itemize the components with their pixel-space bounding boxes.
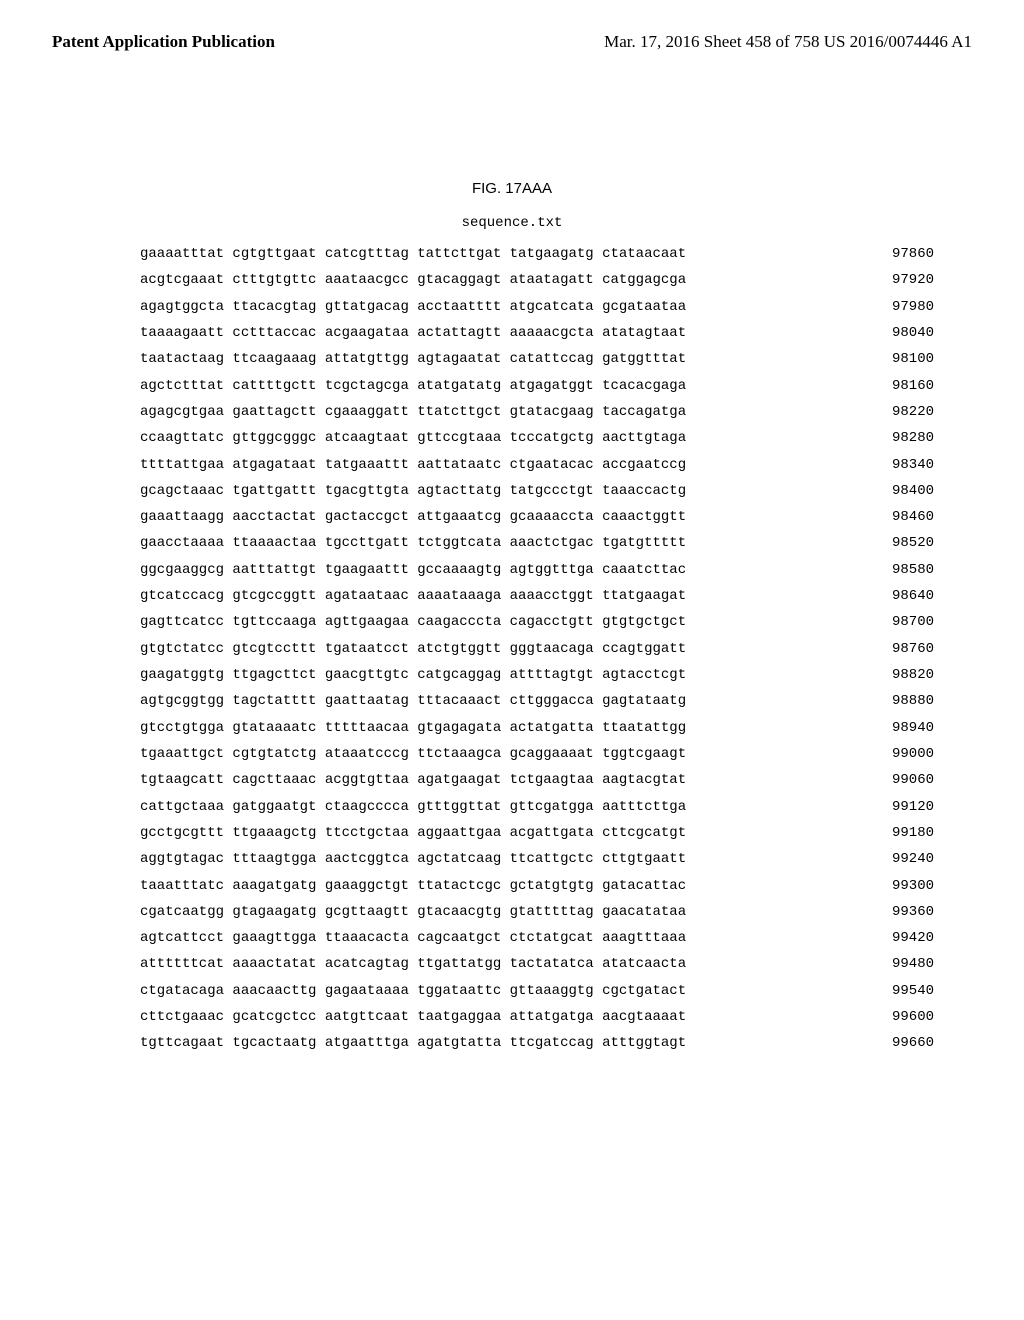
header-right: Mar. 17, 2016 Sheet 458 of 758 US 2016/0… — [604, 32, 972, 52]
sequence-position: 98220 — [686, 399, 934, 425]
sequence-row: agagtggcta ttacacgtag gttatgacag acctaat… — [140, 294, 934, 320]
sequence-position: 99660 — [686, 1030, 934, 1056]
sequence-row: gtcctgtgga gtataaaatc tttttaacaa gtgagag… — [140, 715, 934, 741]
sequence-position: 99300 — [686, 873, 934, 899]
sequence-block: gaaaatttat cgtgttgaat catcgtttag tattctt… — [0, 241, 1024, 1057]
sequence-row: gcagctaaac tgattgattt tgacgttgta agtactt… — [140, 478, 934, 504]
sequence-position: 98760 — [686, 636, 934, 662]
sequence-row: agtcattcct gaaagttgga ttaaacacta cagcaat… — [140, 925, 934, 951]
sequence-position: 98460 — [686, 504, 934, 530]
sequence-row: tgaaattgct cgtgtatctg ataaatcccg ttctaaa… — [140, 741, 934, 767]
sequence-row: acgtcgaaat ctttgtgttc aaataacgcc gtacagg… — [140, 267, 934, 293]
sequence-row: ggcgaaggcg aatttattgt tgaagaattt gccaaaa… — [140, 557, 934, 583]
sequence-row: ctgatacaga aaacaacttg gagaataaaa tggataa… — [140, 978, 934, 1004]
sequence-groups: gcagctaaac tgattgattt tgacgttgta agtactt… — [140, 478, 686, 504]
sequence-position: 99000 — [686, 741, 934, 767]
sequence-position: 99180 — [686, 820, 934, 846]
sequence-position: 98700 — [686, 609, 934, 635]
sequence-groups: gaagatggtg ttgagcttct gaacgttgtc catgcag… — [140, 662, 686, 688]
sequence-groups: taaatttatc aaagatgatg gaaaggctgt ttatact… — [140, 873, 686, 899]
sequence-groups: attttttcat aaaactatat acatcagtag ttgatta… — [140, 951, 686, 977]
sequence-row: gagttcatcc tgttccaaga agttgaagaa caagacc… — [140, 609, 934, 635]
sequence-row: taatactaag ttcaagaaag attatgttgg agtagaa… — [140, 346, 934, 372]
sequence-groups: tgttcagaat tgcactaatg atgaatttga agatgta… — [140, 1030, 686, 1056]
sequence-row: aggtgtagac tttaagtgga aactcggtca agctatc… — [140, 846, 934, 872]
page-header: Patent Application Publication Mar. 17, … — [0, 0, 1024, 52]
sequence-position: 98820 — [686, 662, 934, 688]
sequence-row: gaagatggtg ttgagcttct gaacgttgtc catgcag… — [140, 662, 934, 688]
sequence-position: 98640 — [686, 583, 934, 609]
sequence-row: gaacctaaaa ttaaaactaa tgccttgatt tctggtc… — [140, 530, 934, 556]
sequence-groups: ccaagttatc gttggcgggc atcaagtaat gttccgt… — [140, 425, 686, 451]
sequence-groups: taatactaag ttcaagaaag attatgttgg agtagaa… — [140, 346, 686, 372]
sequence-groups: gaacctaaaa ttaaaactaa tgccttgatt tctggtc… — [140, 530, 686, 556]
sequence-row: taaatttatc aaagatgatg gaaaggctgt ttatact… — [140, 873, 934, 899]
sequence-position: 99540 — [686, 978, 934, 1004]
sequence-position: 97980 — [686, 294, 934, 320]
sequence-position: 98040 — [686, 320, 934, 346]
header-left: Patent Application Publication — [52, 32, 275, 52]
sequence-groups: tgtaagcatt cagcttaaac acggtgttaa agatgaa… — [140, 767, 686, 793]
sequence-groups: gtgtctatcc gtcgtccttt tgataatcct atctgtg… — [140, 636, 686, 662]
sequence-groups: agagtggcta ttacacgtag gttatgacag acctaat… — [140, 294, 686, 320]
sequence-groups: gagttcatcc tgttccaaga agttgaagaa caagacc… — [140, 609, 686, 635]
sequence-row: ttttattgaa atgagataat tatgaaattt aattata… — [140, 452, 934, 478]
sequence-row: taaaagaatt cctttaccac acgaagataa actatta… — [140, 320, 934, 346]
sequence-position: 98160 — [686, 373, 934, 399]
sequence-position: 98280 — [686, 425, 934, 451]
sequence-row: agagcgtgaa gaattagctt cgaaaggatt ttatctt… — [140, 399, 934, 425]
sequence-groups: tgaaattgct cgtgtatctg ataaatcccg ttctaaa… — [140, 741, 686, 767]
sequence-row: ccaagttatc gttggcgggc atcaagtaat gttccgt… — [140, 425, 934, 451]
sequence-groups: acgtcgaaat ctttgtgttc aaataacgcc gtacagg… — [140, 267, 686, 293]
sequence-position: 98940 — [686, 715, 934, 741]
sequence-position: 99420 — [686, 925, 934, 951]
sequence-row: attttttcat aaaactatat acatcagtag ttgatta… — [140, 951, 934, 977]
sequence-groups: agagcgtgaa gaattagctt cgaaaggatt ttatctt… — [140, 399, 686, 425]
sequence-row: tgtaagcatt cagcttaaac acggtgttaa agatgaa… — [140, 767, 934, 793]
sequence-row: cgatcaatgg gtagaagatg gcgttaagtt gtacaac… — [140, 899, 934, 925]
sequence-position: 99120 — [686, 794, 934, 820]
sequence-groups: ttttattgaa atgagataat tatgaaattt aattata… — [140, 452, 686, 478]
sequence-label: sequence.txt — [0, 215, 1024, 231]
sequence-row: gcctgcgttt ttgaaagctg ttcctgctaa aggaatt… — [140, 820, 934, 846]
sequence-row: gtcatccacg gtcgccggtt agataataac aaaataa… — [140, 583, 934, 609]
sequence-groups: gaaaatttat cgtgttgaat catcgtttag tattctt… — [140, 241, 686, 267]
sequence-row: gaaaatttat cgtgttgaat catcgtttag tattctt… — [140, 241, 934, 267]
sequence-groups: agtgcggtgg tagctatttt gaattaatag tttacaa… — [140, 688, 686, 714]
sequence-row: tgttcagaat tgcactaatg atgaatttga agatgta… — [140, 1030, 934, 1056]
sequence-groups: agtcattcct gaaagttgga ttaaacacta cagcaat… — [140, 925, 686, 951]
sequence-groups: gtcctgtgga gtataaaatc tttttaacaa gtgagag… — [140, 715, 686, 741]
sequence-groups: agctctttat cattttgctt tcgctagcga atatgat… — [140, 373, 686, 399]
sequence-groups: cattgctaaa gatggaatgt ctaagcccca gtttggt… — [140, 794, 686, 820]
sequence-groups: gcctgcgttt ttgaaagctg ttcctgctaa aggaatt… — [140, 820, 686, 846]
sequence-groups: gaaattaagg aacctactat gactaccgct attgaaa… — [140, 504, 686, 530]
sequence-row: gaaattaagg aacctactat gactaccgct attgaaa… — [140, 504, 934, 530]
sequence-position: 99060 — [686, 767, 934, 793]
sequence-position: 98400 — [686, 478, 934, 504]
sequence-row: gtgtctatcc gtcgtccttt tgataatcct atctgtg… — [140, 636, 934, 662]
sequence-groups: aggtgtagac tttaagtgga aactcggtca agctatc… — [140, 846, 686, 872]
sequence-groups: cttctgaaac gcatcgctcc aatgttcaat taatgag… — [140, 1004, 686, 1030]
sequence-groups: ggcgaaggcg aatttattgt tgaagaattt gccaaaa… — [140, 557, 686, 583]
sequence-position: 99360 — [686, 899, 934, 925]
sequence-position: 97860 — [686, 241, 934, 267]
sequence-row: cttctgaaac gcatcgctcc aatgttcaat taatgag… — [140, 1004, 934, 1030]
sequence-position: 98580 — [686, 557, 934, 583]
sequence-position: 99240 — [686, 846, 934, 872]
sequence-position: 99480 — [686, 951, 934, 977]
sequence-position: 98100 — [686, 346, 934, 372]
sequence-groups: ctgatacaga aaacaacttg gagaataaaa tggataa… — [140, 978, 686, 1004]
sequence-position: 98340 — [686, 452, 934, 478]
sequence-row: agtgcggtgg tagctatttt gaattaatag tttacaa… — [140, 688, 934, 714]
figure-title: FIG. 17AAA — [0, 180, 1024, 197]
sequence-position: 99600 — [686, 1004, 934, 1030]
sequence-row: cattgctaaa gatggaatgt ctaagcccca gtttggt… — [140, 794, 934, 820]
sequence-position: 97920 — [686, 267, 934, 293]
sequence-position: 98520 — [686, 530, 934, 556]
sequence-groups: gtcatccacg gtcgccggtt agataataac aaaataa… — [140, 583, 686, 609]
sequence-row: agctctttat cattttgctt tcgctagcga atatgat… — [140, 373, 934, 399]
sequence-position: 98880 — [686, 688, 934, 714]
sequence-groups: taaaagaatt cctttaccac acgaagataa actatta… — [140, 320, 686, 346]
sequence-groups: cgatcaatgg gtagaagatg gcgttaagtt gtacaac… — [140, 899, 686, 925]
